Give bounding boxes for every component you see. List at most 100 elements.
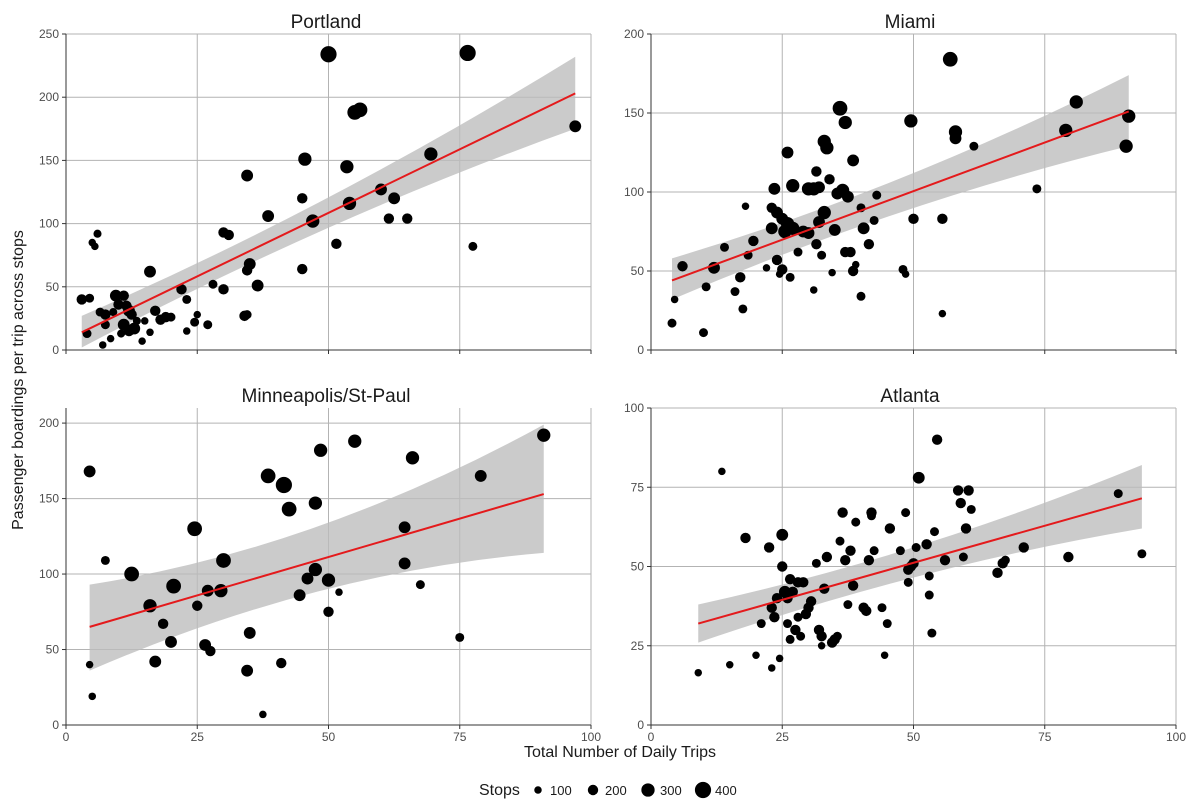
data-point — [320, 46, 337, 63]
y-tick-label: 50 — [46, 280, 60, 294]
data-point — [241, 169, 254, 182]
data-point — [817, 642, 826, 650]
data-point — [843, 600, 853, 610]
data-point — [1137, 549, 1147, 559]
panel-title: Portland — [291, 12, 362, 33]
legend-label: 200 — [605, 783, 627, 798]
data-point — [243, 626, 256, 639]
data-point — [832, 100, 848, 116]
data-point — [863, 554, 875, 566]
data-point — [787, 586, 798, 598]
data-point — [752, 651, 760, 660]
x-tick-label: 75 — [453, 730, 467, 744]
y-tick-label: 150 — [39, 492, 59, 506]
y-tick-label: 100 — [39, 217, 59, 231]
data-point — [699, 328, 708, 338]
y-tick-label: 150 — [39, 153, 59, 167]
data-point — [937, 213, 948, 225]
data-point — [1069, 95, 1083, 109]
data-point — [193, 310, 201, 319]
confidence-band — [89, 424, 544, 671]
data-point — [852, 260, 860, 269]
data-point — [93, 229, 102, 238]
data-point — [777, 264, 788, 275]
data-point — [109, 289, 122, 302]
x-tick-label: 75 — [1038, 730, 1052, 744]
data-point — [260, 468, 276, 484]
data-point — [828, 268, 836, 277]
data-point — [166, 312, 176, 322]
data-point — [157, 618, 169, 630]
data-point — [895, 546, 905, 556]
data-point — [109, 308, 118, 317]
data-point — [1119, 139, 1133, 153]
panel-atlanta: Atlanta 0 25 50 75 100 0 25 50 75 100 — [624, 386, 1186, 744]
data-point — [840, 554, 851, 566]
data-point — [91, 242, 99, 251]
data-point — [321, 573, 336, 587]
data-point — [938, 309, 947, 318]
data-point — [861, 605, 872, 617]
data-point — [165, 636, 177, 648]
data-point — [1000, 555, 1010, 565]
data-point — [811, 558, 821, 568]
x-tick-label: 0 — [648, 730, 655, 744]
data-point — [100, 555, 110, 565]
data-point — [930, 527, 939, 537]
data-point — [402, 213, 413, 224]
data-point — [856, 291, 866, 301]
data-point — [924, 571, 934, 581]
data-point — [730, 287, 740, 297]
data-point — [297, 263, 308, 275]
data-point — [824, 174, 835, 185]
data-point — [468, 241, 478, 251]
data-point — [88, 692, 96, 701]
data-point — [293, 589, 306, 602]
y-tick-label: 50 — [46, 643, 60, 657]
data-point — [216, 553, 231, 568]
data-point — [166, 578, 181, 594]
data-point — [783, 619, 792, 629]
data-point — [820, 141, 834, 155]
data-point — [949, 132, 962, 145]
data-point — [884, 523, 896, 534]
data-point — [100, 309, 111, 320]
data-point — [1063, 551, 1074, 563]
data-point — [762, 264, 771, 272]
data-point — [176, 284, 187, 295]
data-point — [537, 428, 551, 442]
legend-key — [694, 781, 712, 799]
legend-label: 300 — [660, 783, 682, 798]
panel-title: Atlanta — [880, 386, 940, 407]
data-point — [863, 238, 875, 250]
data-point — [275, 476, 292, 494]
data-point — [218, 284, 229, 295]
data-point — [908, 213, 919, 225]
data-point — [921, 539, 932, 550]
data-point — [847, 580, 859, 591]
data-point — [335, 588, 343, 596]
y-tick-label: 25 — [631, 639, 645, 653]
data-point — [388, 192, 401, 205]
data-point — [796, 631, 806, 641]
data-point — [817, 250, 827, 260]
y-tick-label: 75 — [631, 480, 645, 494]
data-point — [85, 660, 94, 669]
data-point — [958, 552, 968, 562]
regression-line — [89, 493, 545, 628]
data-point — [813, 181, 825, 194]
data-point — [811, 238, 822, 250]
data-point — [911, 543, 921, 552]
y-tick-label: 100 — [39, 567, 59, 581]
data-point — [872, 190, 882, 200]
data-point — [785, 634, 795, 644]
data-point — [182, 294, 192, 304]
confidence-band — [672, 75, 1129, 300]
data-point — [748, 235, 759, 247]
data-point — [942, 51, 958, 67]
data-point — [701, 282, 711, 292]
data-point — [85, 293, 95, 303]
data-point — [308, 496, 323, 510]
panel-portland: Portland 0 50 100 150 200 250 — [39, 12, 592, 357]
